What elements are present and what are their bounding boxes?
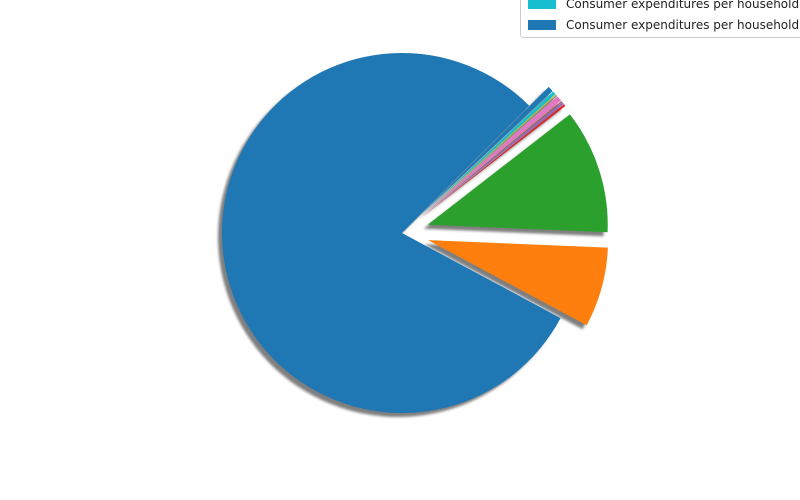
pie-slice-5 <box>422 101 563 216</box>
pie-slice-9 <box>421 91 556 215</box>
legend-entry: Consumer expenditures per household <box>528 15 799 35</box>
pie-slice-8 <box>422 94 557 215</box>
pie-slice-10 <box>421 86 553 215</box>
pie-slice-3 <box>423 104 566 217</box>
legend-swatch <box>528 20 556 30</box>
pie-slice-layer <box>221 52 608 413</box>
pie-slice-4 <box>423 102 564 217</box>
legend-label: Consumer expenditures per household <box>566 18 800 32</box>
pie-slice-2 <box>427 114 608 233</box>
pie-slice-1 <box>428 240 608 326</box>
legend-swatch <box>528 0 556 9</box>
pie-slice-7 <box>422 95 558 216</box>
legend-label: Consumer expenditures per household <box>566 0 800 11</box>
legend-entry: Consumer expenditures per household <box>528 0 799 14</box>
chart-legend: Consumer expenditures per household Cons… <box>520 0 800 38</box>
pie-slice-6 <box>422 96 562 216</box>
pie-slice-0 <box>221 52 561 413</box>
